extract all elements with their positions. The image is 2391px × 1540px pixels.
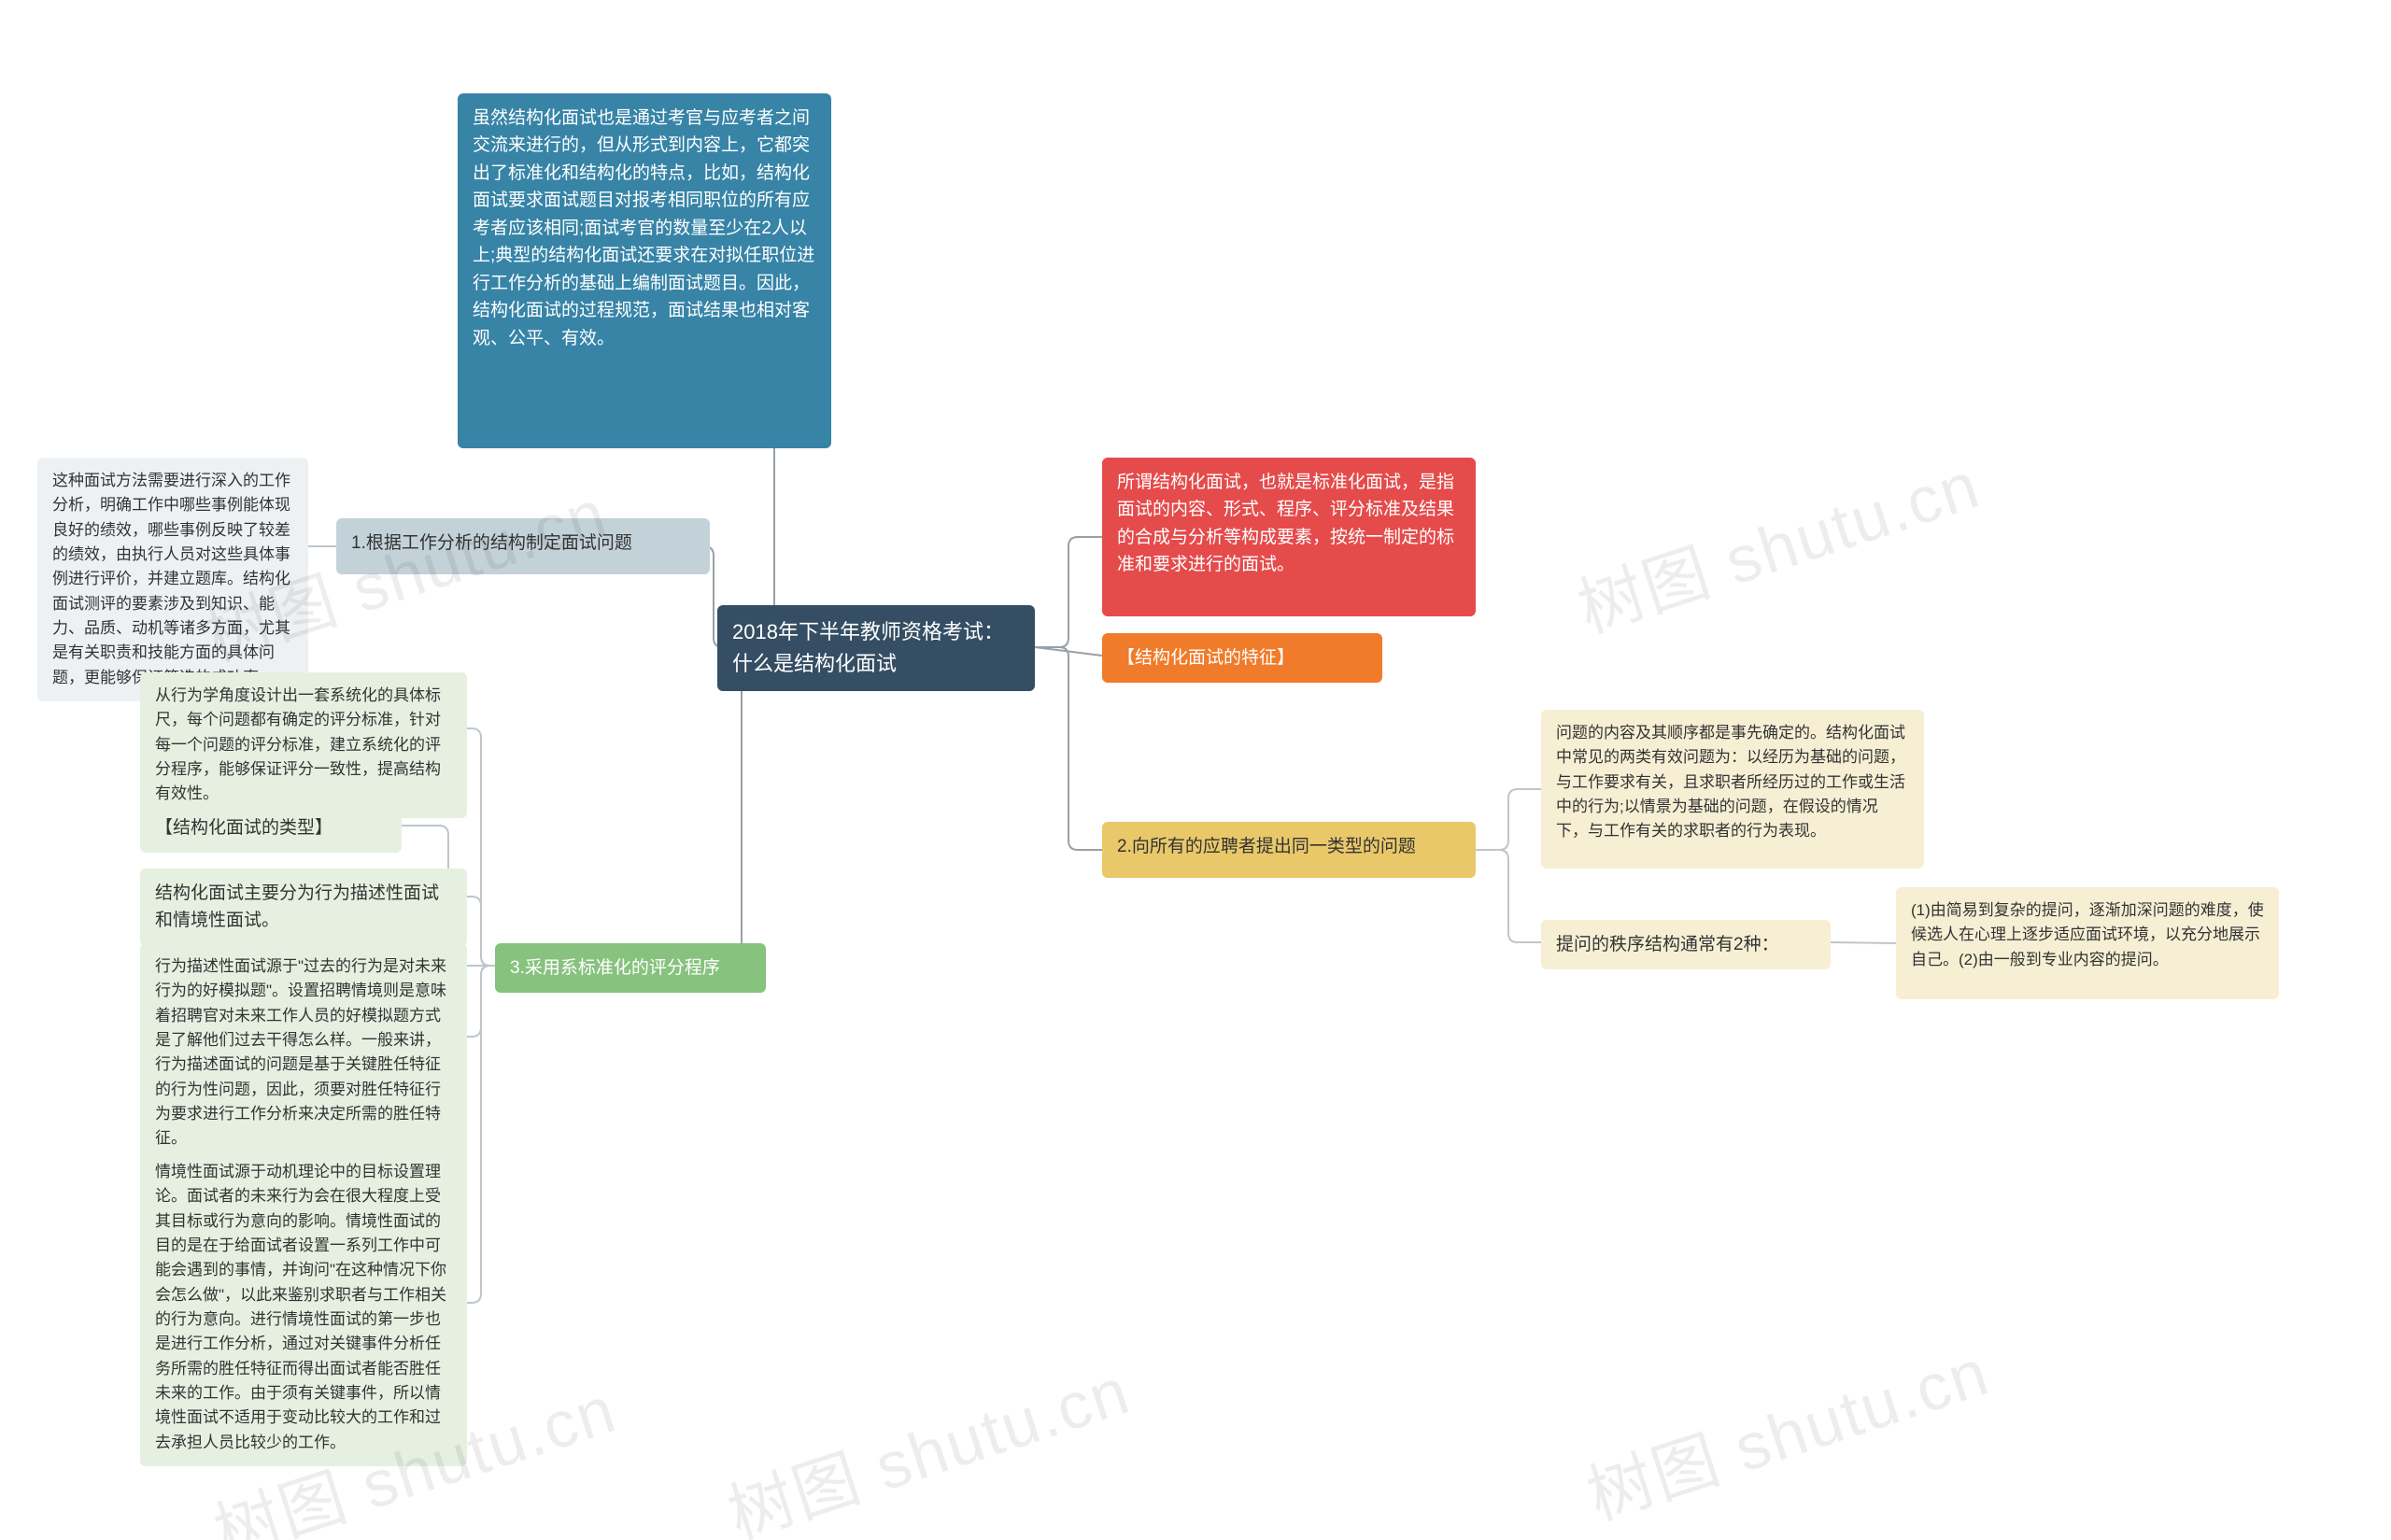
root-node[interactable]: 2018年下半年教师资格考试：什么是结构化面试 (717, 605, 1035, 691)
node-l3-a[interactable]: 从行为学角度设计出一套系统化的具体标尺，每个问题都有确定的评分标准，针对每一个问… (140, 672, 467, 818)
node-r2-features-title[interactable]: 【结构化面试的特征】 (1102, 633, 1382, 683)
watermark: 树图 shutu.cn (714, 1339, 1139, 1540)
node-l1-big[interactable]: 虽然结构化面试也是通过考官与应考者之间交流来进行的，但从形式到内容上，它都突出了… (458, 93, 831, 448)
node-l3-b[interactable]: 【结构化面试的类型】 (140, 803, 402, 853)
node-l1-label[interactable]: 1.根据工作分析的结构制定面试问题 (336, 518, 710, 574)
node-r1-definition[interactable]: 所谓结构化面试，也就是标准化面试，是指面试的内容、形式、程序、评分标准及结果的合… (1102, 458, 1476, 616)
node-r3a-detail[interactable]: 问题的内容及其顺序都是事先确定的。结构化面试中常见的两类有效问题为：以经历为基础… (1541, 710, 1924, 869)
node-r3-question-type[interactable]: 2.向所有的应聘者提出同一类型的问题 (1102, 822, 1476, 878)
node-l3-d[interactable]: 行为描述性面试源于"过去的行为是对未来行为的好模拟题"。设置招聘情境则是意味着招… (140, 943, 467, 1163)
mindmap-canvas: 2018年下半年教师资格考试：什么是结构化面试 所谓结构化面试，也就是标准化面试… (0, 0, 2391, 1540)
node-l3-c[interactable]: 结构化面试主要分为行为描述性面试和情境性面试。 (140, 869, 467, 946)
node-l3-e[interactable]: 情境性面试源于动机理论中的目标设置理论。面试者的未来行为会在很大程度上受其目标或… (140, 1149, 467, 1466)
node-l1-detail[interactable]: 这种面试方法需要进行深入的工作分析，明确工作中哪些事例能体现良好的绩效，哪些事例… (37, 458, 308, 701)
node-l3-label[interactable]: 3.采用系标准化的评分程序 (495, 943, 766, 993)
watermark: 树图 shutu.cn (1574, 1321, 1999, 1539)
node-r3b1-detail[interactable]: (1)由简易到复杂的提问，逐渐加深问题的难度，使候选人在心理上逐步适应面试环境，… (1896, 887, 2279, 999)
watermark: 树图 shutu.cn (1564, 433, 1989, 652)
node-r3b-order[interactable]: 提问的秩序结构通常有2种： (1541, 920, 1831, 969)
